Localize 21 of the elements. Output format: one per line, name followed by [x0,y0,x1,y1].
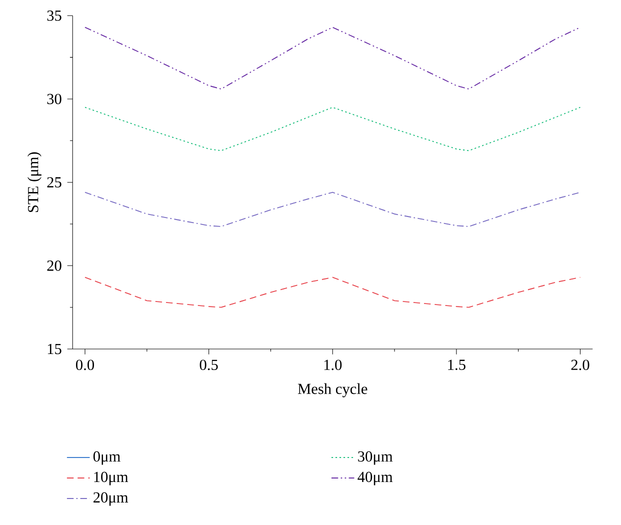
line-series [84,26,581,90]
y-axis-title: STE (μm) [27,152,42,212]
y-tick-label: 35 [47,10,62,21]
x-axis-title: Mesh cycle [298,383,368,398]
legend-label: 0μm [93,451,120,465]
line-series [84,192,581,227]
line-series [84,106,581,152]
y-tick-label: 20 [47,260,62,271]
x-tick-label: 0.5 [200,360,218,370]
x-tick-label: 1.5 [448,360,466,370]
legend-label: 30μm [358,451,393,465]
y-tick-label: 15 [48,344,62,354]
x-tick-label: 2.0 [571,360,590,370]
x-tick-label: 1.0 [324,360,342,370]
legend-label: 40μm [358,472,393,486]
legend-label: 20μm [94,492,128,506]
x-tick-label: 0.0 [76,360,94,370]
y-tick-label: 30 [47,94,62,104]
legend-label: 10μm [94,472,128,486]
line-series [84,276,581,308]
y-tick-label: 25 [47,177,62,188]
